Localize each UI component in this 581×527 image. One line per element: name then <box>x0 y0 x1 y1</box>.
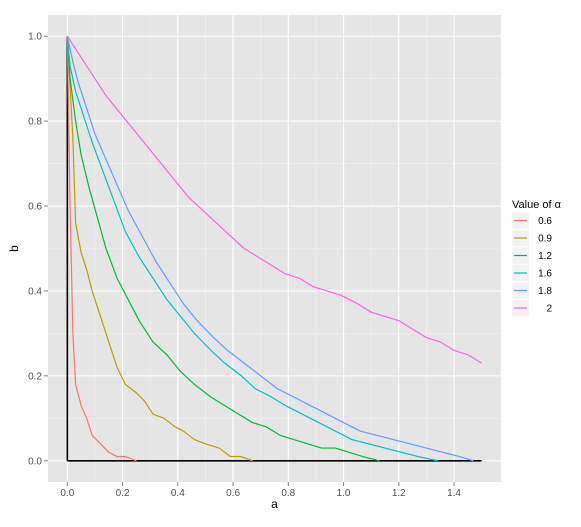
x-tick-label: 0.0 <box>60 488 74 499</box>
x-tick-label: 0.4 <box>171 488 185 499</box>
x-tick-label: 1.0 <box>337 488 351 499</box>
minor-gridlines <box>48 15 501 482</box>
legend-title: Value of α <box>512 199 562 211</box>
y-tick-label: 1.0 <box>28 32 42 43</box>
x-tick-label: 0.8 <box>281 488 295 499</box>
series-line-1 <box>66 36 253 462</box>
x-tick-label: 0.2 <box>116 488 130 499</box>
y-tick-label: 0.8 <box>28 117 42 128</box>
legend-label: 1.2 <box>538 251 552 262</box>
x-tick-label: 0.6 <box>226 488 240 499</box>
legend-label: 0.6 <box>538 216 552 227</box>
y-axis-title: b <box>7 245 21 252</box>
series-line-4 <box>66 36 474 462</box>
x-tick-label: 1.4 <box>447 488 461 499</box>
series-line-2 <box>66 36 380 462</box>
x-axis-ticks: 0.0 0.2 0.4 0.6 0.8 1.0 1.2 1.4 <box>60 482 461 499</box>
legend: Value of α 0.6 0.9 1.2 1.6 1.8 2 <box>511 199 562 317</box>
series-line-5 <box>66 35 482 364</box>
x-tick-label: 1.2 <box>392 488 406 499</box>
legend-label: 2 <box>546 304 552 315</box>
major-gridlines <box>48 15 501 482</box>
legend-label: 1.6 <box>538 269 552 280</box>
series-layer <box>66 35 482 462</box>
legend-label: 0.9 <box>538 234 552 245</box>
y-tick-label: 0.0 <box>28 456 42 467</box>
y-tick-label: 0.2 <box>28 371 42 382</box>
y-tick-label: 0.6 <box>28 202 42 213</box>
x-axis-title: a <box>271 497 278 511</box>
series-line-3 <box>66 36 438 462</box>
reference-lines <box>66 36 482 462</box>
legend-items: 0.6 0.9 1.2 1.6 1.8 2 <box>511 211 552 317</box>
y-axis-ticks: 0.0 0.2 0.4 0.6 0.8 1.0 <box>28 32 48 467</box>
y-tick-label: 0.4 <box>28 286 42 297</box>
legend-label: 1.8 <box>538 286 552 297</box>
series-line-0 <box>66 36 137 462</box>
